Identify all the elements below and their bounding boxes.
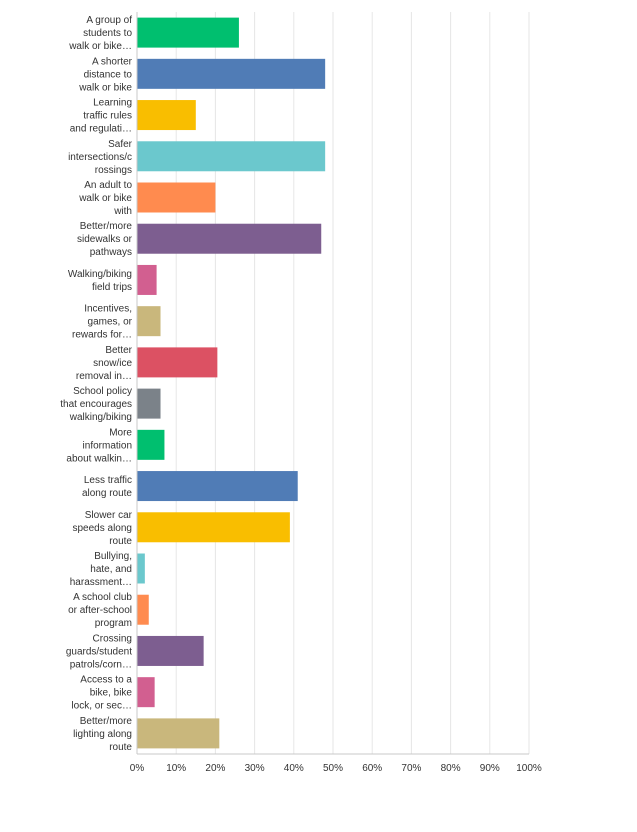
x-tick-label: 40% <box>284 763 304 774</box>
bars <box>137 17 326 749</box>
category-label: A school club or after-school program <box>68 592 132 629</box>
bar[interactable] <box>137 141 326 172</box>
category-label: An adult to walk or bike with <box>78 180 132 217</box>
bar[interactable] <box>137 553 145 584</box>
category-label: Slower car speeds along route <box>73 510 133 547</box>
bar[interactable] <box>137 635 204 666</box>
category-label: Incentives, games, or rewards for… <box>72 304 133 341</box>
x-tick-label: 20% <box>205 763 225 774</box>
x-tick-label: 100% <box>516 763 542 774</box>
x-tick-label: 90% <box>480 763 500 774</box>
category-labels: A group of students to walk or bike… A shor… <box>60 15 132 753</box>
category-label: Less traffic along route <box>82 475 132 499</box>
category-label: More information about walkin… <box>66 427 132 464</box>
category-label: Better/more lighting along route <box>73 716 132 753</box>
x-axis-tick-labels: 0% 10% 20% 30% 40% 50% 60% 70% 80% 90% 100% <box>130 763 542 774</box>
x-tick-label: 80% <box>441 763 461 774</box>
category-label: Learning traffic rules and regulati… <box>70 98 132 135</box>
x-tick-label: 60% <box>362 763 382 774</box>
bar[interactable] <box>137 58 326 89</box>
x-tick-label: 0% <box>130 763 145 774</box>
category-label: A shorter distance to walk or bike <box>78 56 132 93</box>
category-label: Access to a bike, bike lock, or sec… <box>71 675 132 712</box>
bar[interactable] <box>137 594 149 625</box>
bar[interactable] <box>137 223 322 254</box>
bar[interactable] <box>137 182 216 213</box>
category-label: A group of students to walk or bike… <box>68 15 132 52</box>
bar[interactable] <box>137 388 161 419</box>
x-tick-label: 70% <box>401 763 421 774</box>
x-tick-label: 50% <box>323 763 343 774</box>
category-label: School policy that encourages walking/biki… <box>60 386 132 423</box>
bar[interactable] <box>137 512 290 543</box>
bar[interactable] <box>137 347 218 378</box>
bar[interactable] <box>137 264 157 295</box>
bar[interactable] <box>137 718 220 749</box>
category-label: Walking/biking field trips <box>68 269 132 293</box>
bar[interactable] <box>137 17 239 48</box>
x-tick-label: 10% <box>166 763 186 774</box>
category-label: Better snow/ice removal in… <box>76 345 133 382</box>
bar[interactable] <box>137 677 155 708</box>
bar[interactable] <box>137 429 165 460</box>
gridlines <box>175 12 530 754</box>
category-label: Safer intersections/c rossings <box>68 139 133 176</box>
category-label: Better/more sidewalks or pathways <box>77 221 133 258</box>
x-tick-label: 30% <box>245 763 265 774</box>
category-label: Bullying, hate, and harassment… <box>70 551 132 588</box>
category-label: Crossing guards/student patrols/corn… <box>66 633 132 670</box>
bar[interactable] <box>137 306 161 337</box>
bar[interactable] <box>137 471 298 502</box>
bar[interactable] <box>137 100 196 131</box>
